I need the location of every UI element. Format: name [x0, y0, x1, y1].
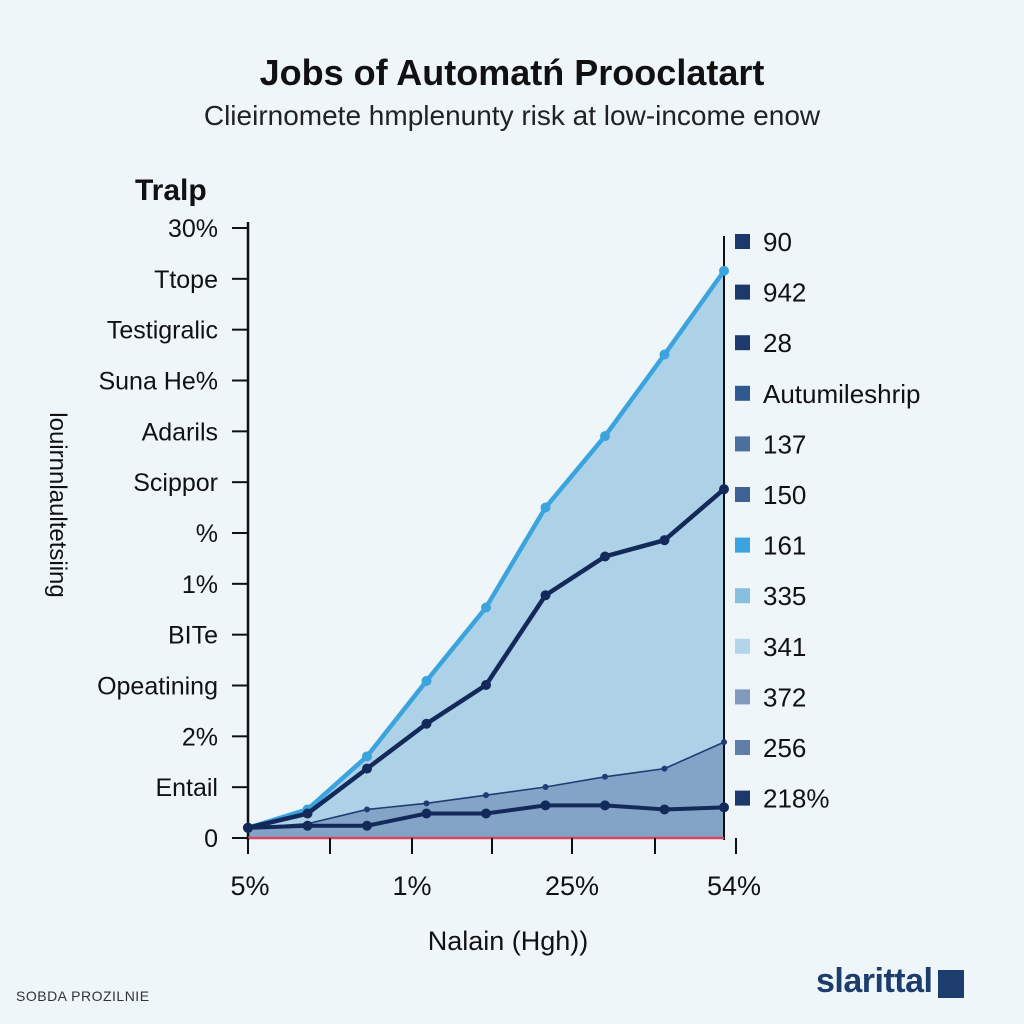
data-point: [302, 808, 313, 819]
x-tick-label: 25%: [545, 871, 599, 901]
y-tick-label: Opeatining: [97, 673, 218, 701]
x-tick-label: 1%: [392, 871, 431, 901]
legend-swatch: [735, 588, 750, 604]
data-point: [421, 675, 432, 686]
y-tick-label: Suna He%: [98, 368, 218, 396]
data-point: [659, 804, 670, 815]
area-lower: [248, 742, 724, 838]
data-point: [540, 800, 551, 811]
legend-swatch: [735, 740, 750, 755]
data-point: [721, 739, 727, 746]
data-point: [243, 822, 253, 833]
data-point: [483, 792, 489, 799]
legend-label: 372: [763, 682, 806, 712]
legend-swatch: [735, 487, 750, 502]
data-point: [659, 535, 670, 546]
data-point: [719, 802, 729, 813]
data-point: [481, 602, 491, 613]
data-point: [362, 820, 372, 831]
data-point: [719, 265, 729, 276]
legend-label: 335: [763, 581, 806, 611]
legend-swatch: [735, 284, 750, 300]
data-point: [362, 763, 372, 774]
data-point: [481, 808, 491, 819]
y-tick-label: Adarils: [142, 418, 218, 446]
data-point: [661, 765, 668, 772]
x-tick-label: 5%: [230, 871, 269, 901]
data-point: [421, 718, 432, 729]
data-point: [602, 773, 608, 780]
data-point: [362, 751, 372, 762]
y-tick-label: 30%: [168, 215, 218, 243]
data-point: [540, 590, 551, 601]
y-tick-label: Entail: [155, 774, 218, 802]
data-point: [719, 484, 729, 495]
legend-label: 341: [763, 632, 806, 662]
data-point: [600, 551, 610, 562]
data-point: [600, 431, 610, 442]
y-axis-header: Tralp: [135, 174, 207, 207]
brand-name: slarittal: [816, 962, 933, 1000]
data-point: [302, 820, 313, 831]
y-tick-label: 0: [204, 825, 218, 853]
y-tick-label: %: [196, 520, 218, 548]
legend-swatch: [735, 385, 750, 401]
data-point: [542, 784, 549, 790]
data-point: [364, 806, 370, 813]
data-point: [540, 502, 551, 513]
legend-swatch: [735, 436, 750, 452]
data-point: [423, 800, 430, 807]
data-point: [481, 680, 491, 690]
legend-label: 90: [763, 227, 792, 257]
y-tick-label: Ttope: [154, 266, 218, 294]
y-tick-label: 2%: [182, 723, 218, 751]
legend-swatch: [735, 234, 750, 249]
legend-swatch: [735, 638, 750, 654]
legend-label: 28: [763, 328, 792, 358]
legend-swatch: [735, 689, 750, 705]
brand-logo: slarittal: [816, 962, 965, 1001]
legend-label: 218%: [763, 784, 830, 814]
brand-mark-icon: [938, 969, 965, 998]
area-upper: [248, 270, 724, 838]
data-point: [421, 808, 432, 819]
legend-label: 137: [763, 429, 806, 459]
legend-label: 150: [763, 480, 806, 510]
data-point: [659, 349, 670, 360]
source-note: SOBDA PROZILNIE: [16, 988, 150, 1004]
y-tick-label: Scippor: [133, 469, 218, 497]
legend-swatch: [735, 790, 750, 806]
y-axis-label: louirnnlaultetsiing: [44, 412, 71, 597]
legend-label: 161: [763, 531, 806, 561]
legend-label: 942: [763, 278, 806, 308]
data-point: [600, 800, 610, 811]
x-tick-label: 54%: [707, 871, 761, 901]
legend-label: 256: [763, 733, 806, 763]
chart-title: Jobs of Automatń Prooclatart: [259, 52, 765, 93]
legend-swatch: [735, 335, 750, 351]
legend-label: Autumileshrip: [763, 379, 921, 409]
y-tick-label: 1%: [182, 571, 218, 599]
y-tick-label: Testigralic: [107, 317, 218, 345]
legend-swatch: [735, 537, 750, 553]
chart-subtitle: Clieirnomete hmplenunty risk at low-inco…: [203, 100, 821, 131]
y-tick-label: BITe: [168, 622, 218, 650]
x-axis-label: Nalain (Hgh)): [428, 926, 589, 956]
